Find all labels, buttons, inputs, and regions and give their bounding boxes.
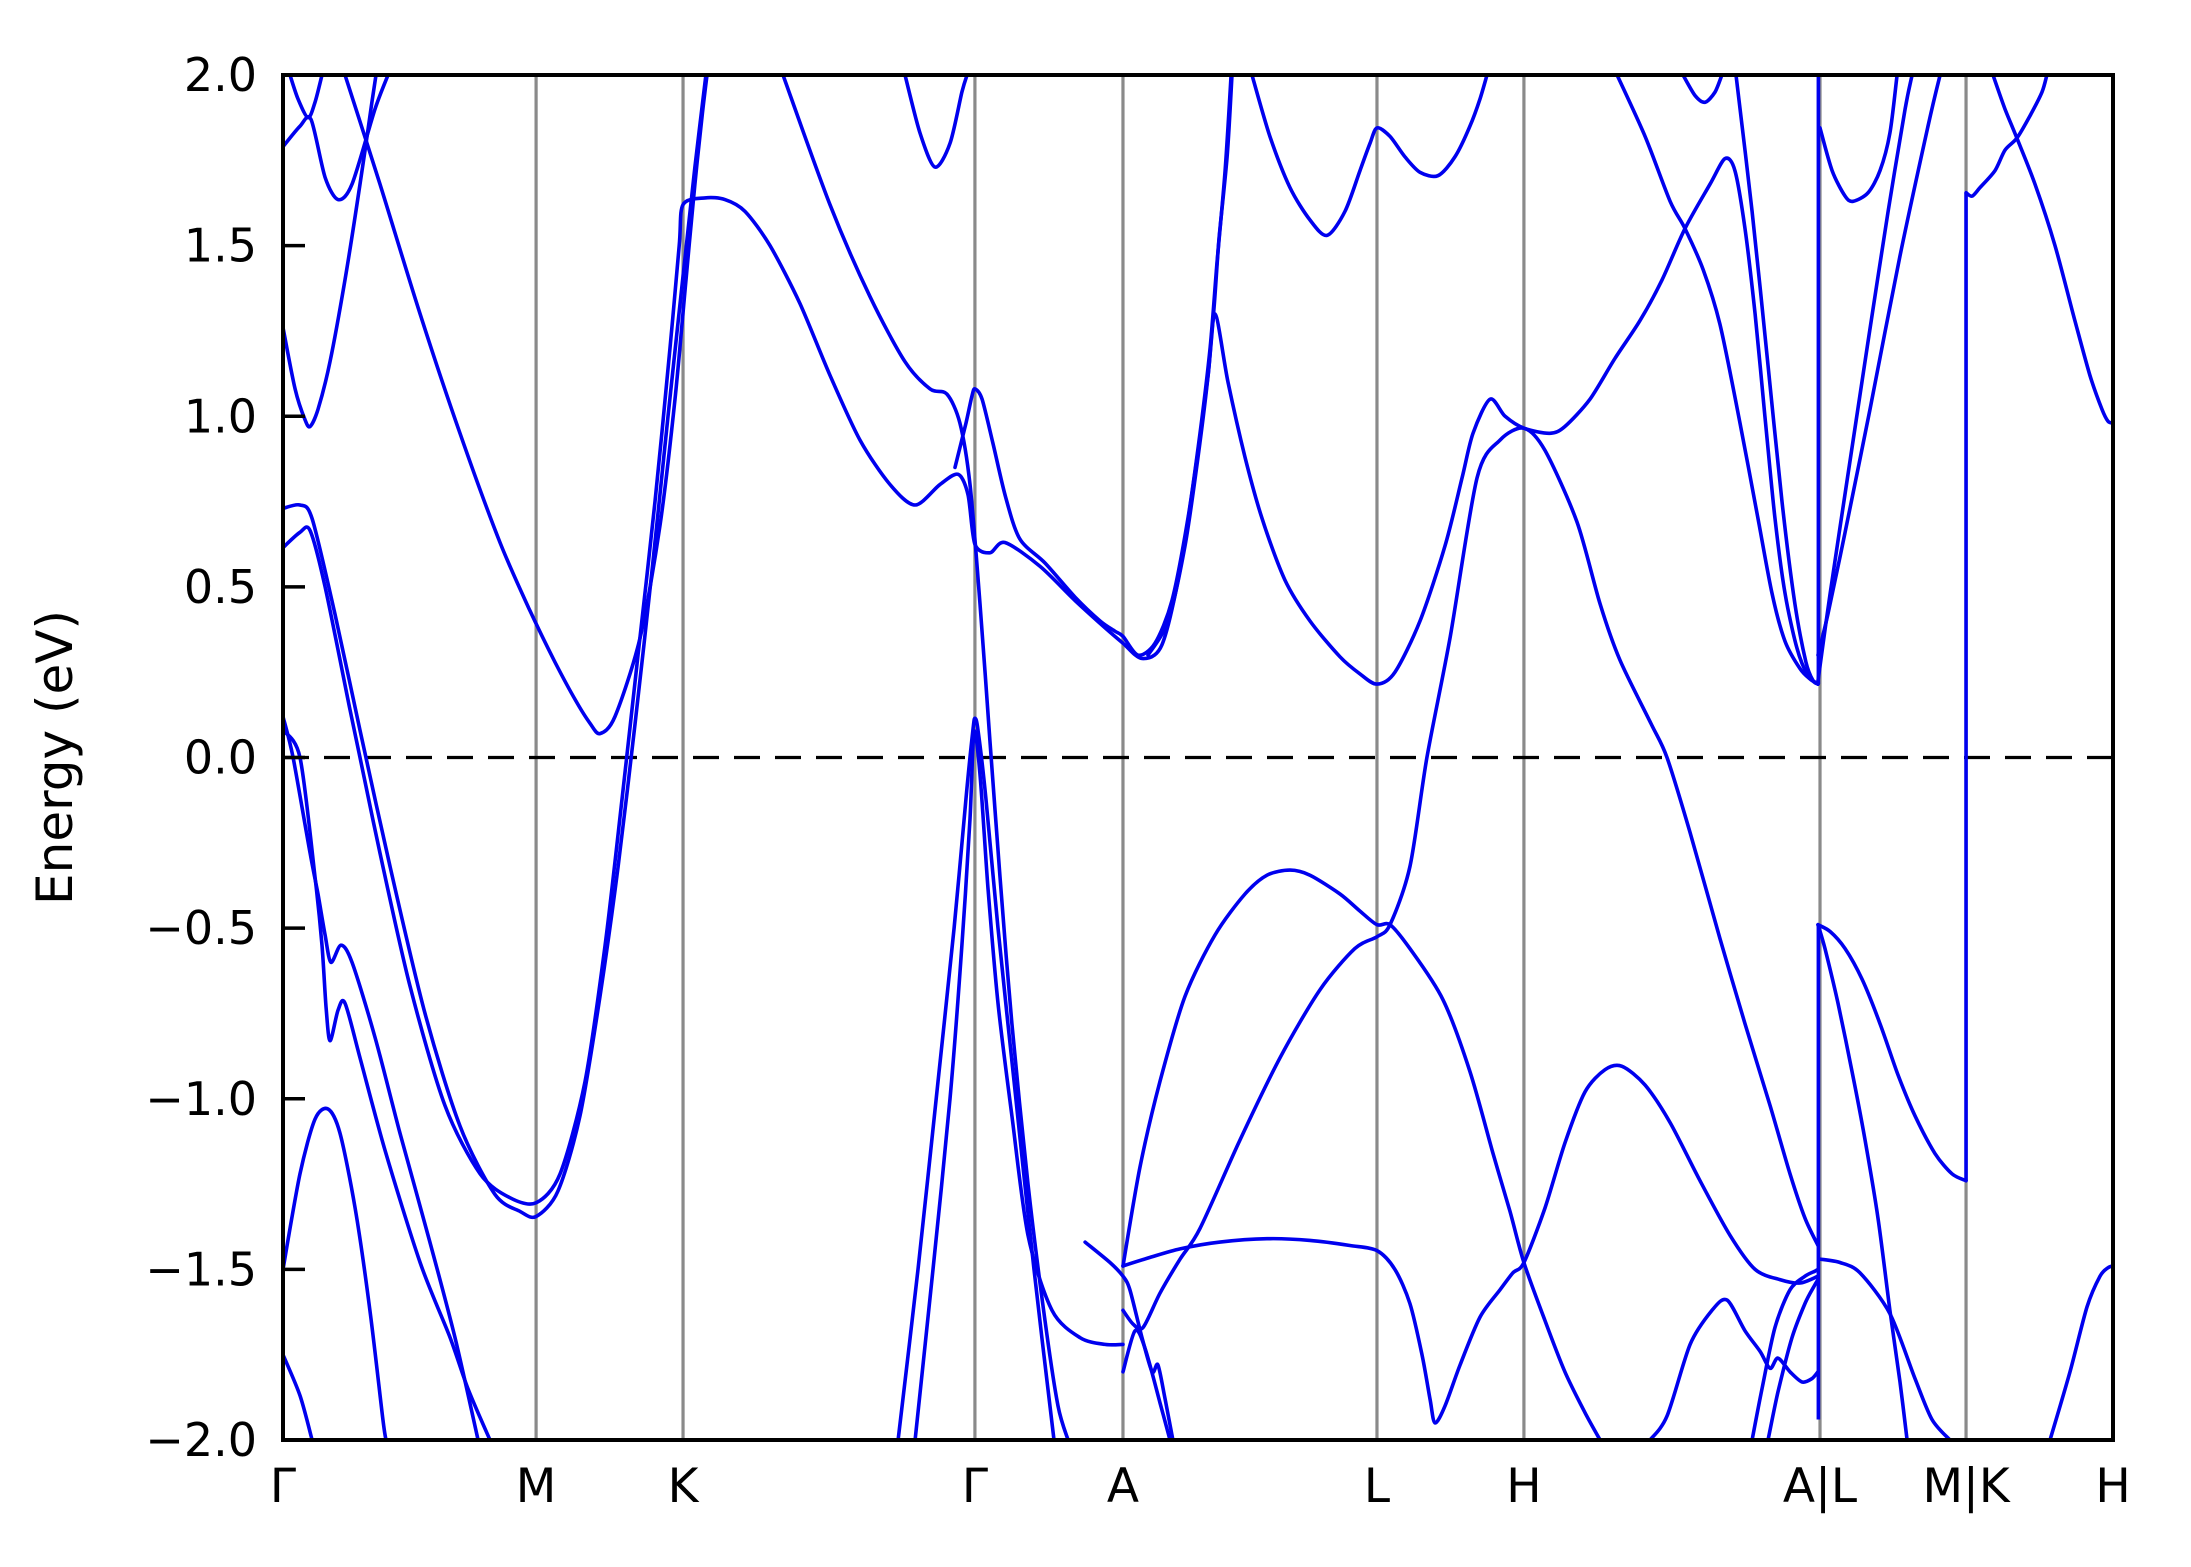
y-tick-label: 1.5 [184,219,257,273]
band-21 [1964,75,2049,198]
x-tick-label: A|L [1783,1459,1857,1514]
band-9 [1121,1063,1820,1425]
x-tick-label: K [668,1459,700,1514]
band-32 [343,75,709,736]
band-29 [1766,1277,1820,1440]
band-8 [1121,868,1602,1440]
band-23 [1816,922,1968,1183]
band-26 [2048,1264,2113,1440]
band-6 [283,156,1820,1206]
band-16 [1146,75,1234,657]
band-31 [283,75,390,202]
x-tick-label: Γ [962,1459,988,1514]
y-tick-label: 0.5 [184,560,257,614]
band-36 [1681,75,1724,105]
band-22 [1991,75,2113,425]
band-35 [1734,75,1820,686]
band-4 [283,1352,314,1440]
band-28 [1750,1267,1820,1440]
x-tick-label: L [1364,1459,1390,1514]
y-axis: 2.0 1.5 1.0 0.5 0.0 −0.5 −1.0 −1.5 −2.0 [145,48,305,1467]
band-25 [1818,1257,1952,1440]
band-12 [896,716,1056,1440]
x-tick-label: H [2095,1459,2130,1514]
y-tick-label: −2.0 [145,1413,257,1467]
band-5 [283,75,708,1220]
energy-bands [283,75,2113,1440]
y-tick-label: −1.5 [145,1242,257,1296]
band-1 [283,714,480,1440]
band-24 [1816,922,1909,1440]
y-tick-label: 0.0 [184,731,257,785]
band-17 [903,75,969,169]
band-34 [1615,75,1820,686]
band-20 [1816,75,1942,657]
band-37 [283,75,378,429]
band-3 [283,1106,388,1440]
x-tick-label: M [516,1459,557,1514]
band-2 [283,728,492,1440]
band-18 [1818,75,1899,204]
x-tick-label: Γ [270,1459,296,1514]
x-tick-label: A [1107,1459,1139,1514]
band-33 [1250,75,1489,238]
x-tick-label: M|K [1922,1459,2010,1514]
band-27 [1648,1297,1820,1440]
band-13 [913,729,1125,1440]
x-axis: Γ M K Γ A L H A|L M|K H [270,1459,2131,1514]
band-7 [1121,426,1820,1331]
y-tick-label: −1.0 [145,1072,257,1126]
band-14 [781,75,1070,1440]
band-11 [1121,1328,1172,1440]
band-19 [1816,75,1914,683]
x-tick-label: H [1506,1459,1541,1514]
y-tick-label: 2.0 [184,48,257,102]
y-axis-title: Energy (eV) [26,610,84,905]
y-tick-label: 1.0 [184,389,257,443]
y-tick-label: −0.5 [145,901,257,955]
